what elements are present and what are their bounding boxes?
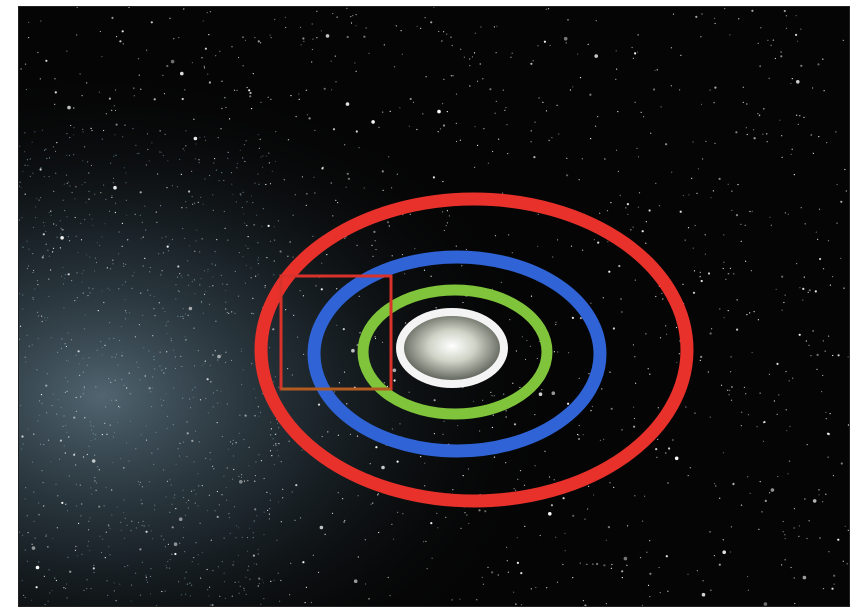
inner-ring xyxy=(357,284,553,420)
milky-way-haze xyxy=(19,7,849,606)
core-glow xyxy=(400,311,504,381)
starfield-image-frame xyxy=(18,6,850,607)
starfield-scene xyxy=(19,7,849,606)
core-ring xyxy=(396,308,508,388)
middle-ring xyxy=(307,250,607,458)
outer-ring xyxy=(254,192,694,508)
